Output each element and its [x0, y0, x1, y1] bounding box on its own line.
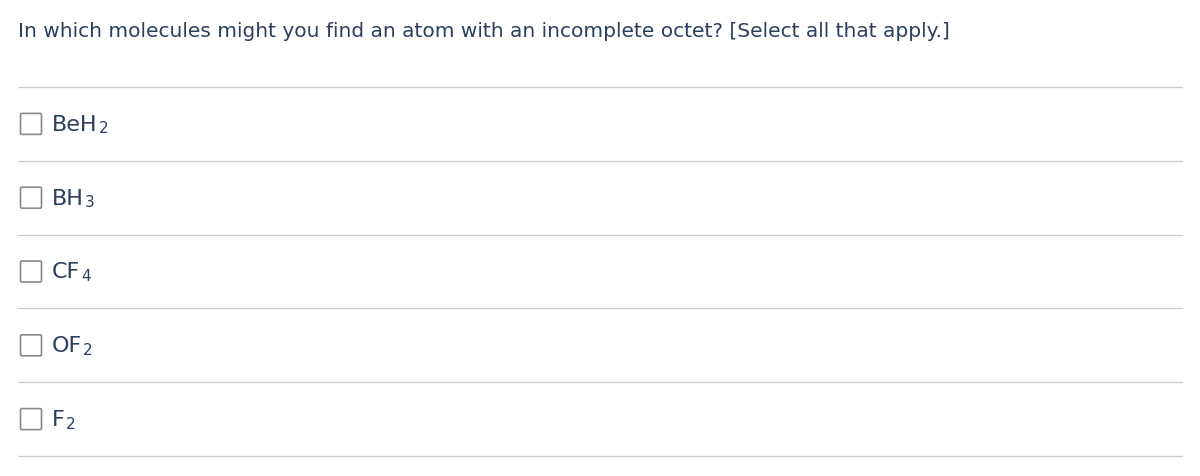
- FancyBboxPatch shape: [20, 114, 42, 135]
- Text: 2: 2: [98, 121, 108, 136]
- FancyBboxPatch shape: [20, 261, 42, 282]
- Text: BH: BH: [52, 188, 84, 208]
- Text: In which molecules might you find an atom with an incomplete octet? [Select all : In which molecules might you find an ato…: [18, 22, 950, 41]
- Text: 2: 2: [83, 342, 92, 357]
- Text: 3: 3: [85, 195, 95, 210]
- FancyBboxPatch shape: [20, 335, 42, 356]
- Text: OF: OF: [52, 336, 83, 356]
- FancyBboxPatch shape: [20, 188, 42, 209]
- Text: CF: CF: [52, 262, 80, 282]
- Text: BeH: BeH: [52, 115, 97, 135]
- Text: 2: 2: [66, 416, 76, 431]
- Text: F: F: [52, 409, 65, 429]
- Text: 4: 4: [82, 268, 91, 283]
- FancyBboxPatch shape: [20, 409, 42, 430]
